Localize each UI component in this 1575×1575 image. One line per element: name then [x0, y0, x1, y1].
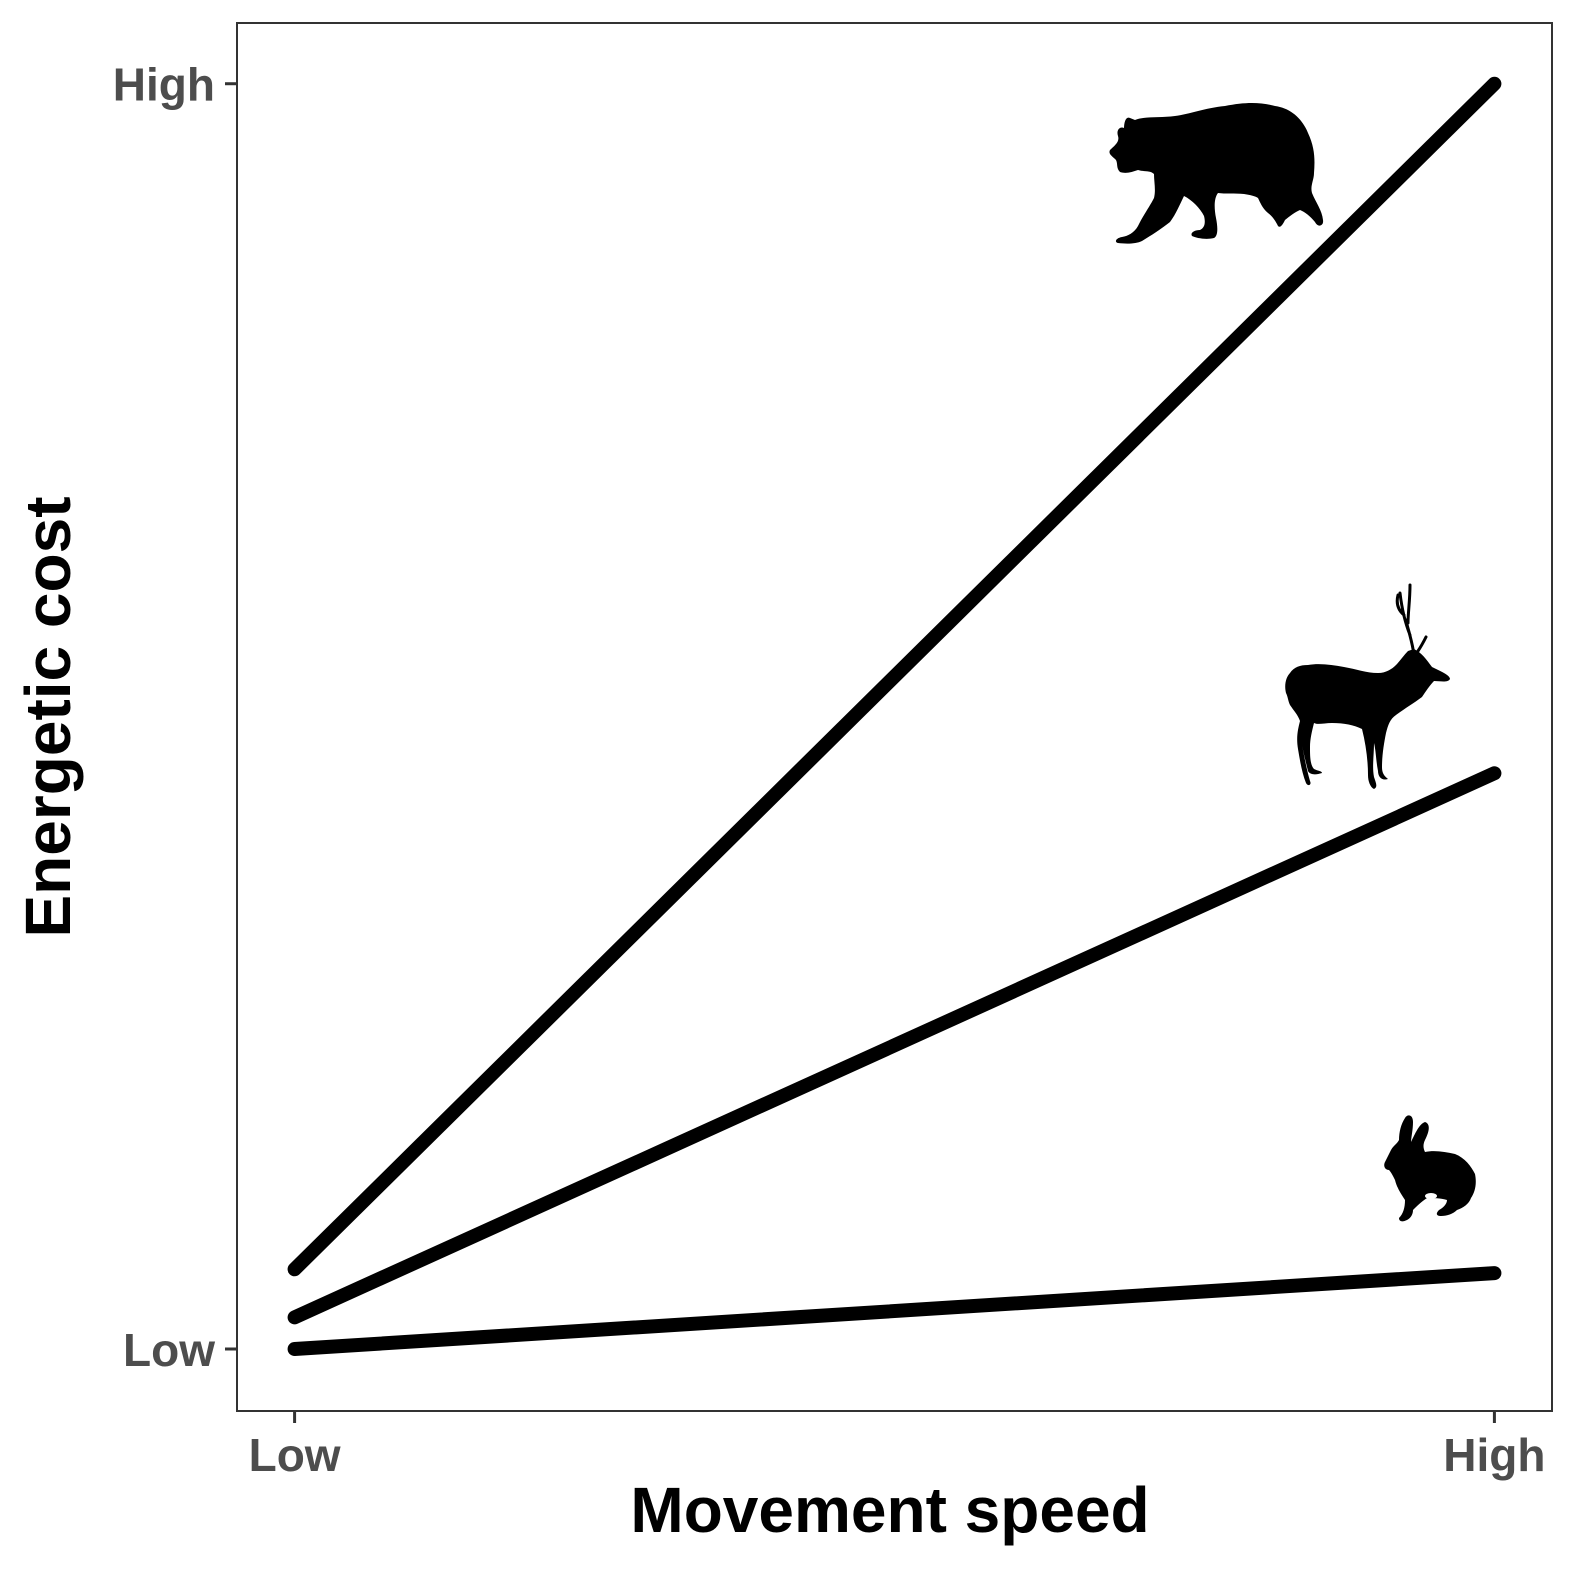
series-layer: [287, 76, 1502, 1357]
y-axis-title: Energetic cost: [12, 496, 84, 937]
y-tick-label: High: [113, 59, 215, 111]
x-axis: Low High: [249, 1411, 1546, 1481]
x-tick-label: Low: [249, 1429, 341, 1481]
series-line-hare: [287, 1266, 1502, 1357]
x-axis-title: Movement speed: [630, 1474, 1149, 1546]
deer-icon: [1285, 583, 1450, 789]
y-axis: Low High: [113, 59, 237, 1376]
y-tick-label: Low: [123, 1324, 215, 1376]
series-line-bear: [287, 76, 1502, 1277]
bear-icon: [1109, 103, 1324, 244]
series-line-deer: [287, 766, 1502, 1325]
hare-icon: [1384, 1115, 1476, 1222]
x-tick-label: High: [1443, 1429, 1545, 1481]
